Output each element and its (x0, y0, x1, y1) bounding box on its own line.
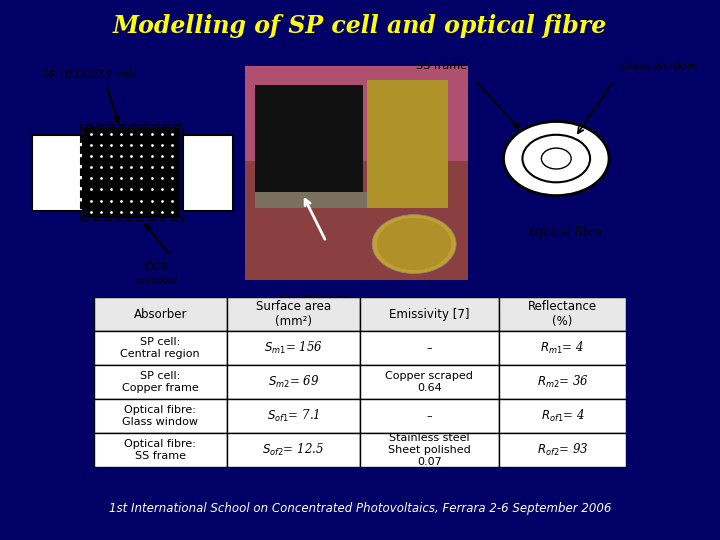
Circle shape (541, 148, 571, 169)
Bar (94, 433, 227, 467)
Text: –: – (426, 411, 432, 421)
Text: SS frame: SS frame (415, 60, 467, 71)
Text: Emissivity [7]: Emissivity [7] (389, 307, 469, 321)
Text: Modelling of SP cell and optical fibre: Modelling of SP cell and optical fibre (113, 14, 607, 38)
Bar (360, 365, 498, 399)
Text: $S_{m2}$= 69: $S_{m2}$= 69 (268, 374, 319, 390)
Bar (498, 433, 626, 467)
Text: Surface area
(mm²): Surface area (mm²) (256, 300, 331, 328)
Text: $R_{m2}$= 36: $R_{m2}$= 36 (536, 374, 588, 390)
Circle shape (523, 135, 590, 183)
Text: 1st International School on Concentrated Photovoltaics, Ferrara 2-6 September 20: 1st International School on Concentrated… (109, 502, 611, 516)
Circle shape (377, 218, 451, 270)
Bar (498, 331, 626, 365)
Bar (498, 297, 626, 331)
Bar (245, 66, 468, 161)
Text: Copper scraped
0.64: Copper scraped 0.64 (385, 372, 473, 393)
Bar (32, 135, 83, 211)
Circle shape (503, 122, 609, 195)
Bar (360, 433, 498, 467)
Text: SP-HECO252 cell: SP-HECO252 cell (42, 70, 135, 80)
Bar (255, 85, 364, 194)
Text: Stainless steel
Sheet polished
0.07: Stainless steel Sheet polished 0.07 (388, 434, 471, 467)
Text: $S_{of1}$= 7.1: $S_{of1}$= 7.1 (267, 408, 320, 424)
Text: Optical fibre: Optical fibre (529, 226, 602, 239)
Text: –: – (426, 343, 432, 353)
Bar (366, 80, 448, 208)
Bar (227, 331, 360, 365)
Bar (81, 125, 183, 220)
Text: Absorber: Absorber (133, 307, 187, 321)
Bar (245, 66, 468, 280)
Bar (360, 399, 498, 433)
Bar (360, 297, 498, 331)
Text: DCR
window: DCR window (136, 262, 178, 285)
Text: SP cell:
Central region: SP cell: Central region (120, 337, 200, 359)
Bar (227, 399, 360, 433)
Bar (360, 331, 498, 365)
Text: Reflectance
(%): Reflectance (%) (528, 300, 597, 328)
Bar (498, 365, 626, 399)
Bar (255, 192, 366, 208)
Text: $S_{of2}$= 12.5: $S_{of2}$= 12.5 (262, 442, 325, 458)
Bar (84, 127, 180, 218)
Bar (227, 433, 360, 467)
Bar (498, 399, 626, 433)
Text: Optical fibre:
Glass window: Optical fibre: Glass window (122, 405, 198, 427)
Bar (94, 297, 227, 331)
Text: $R_{m1}$= 4: $R_{m1}$= 4 (541, 340, 585, 356)
Text: Glass window: Glass window (620, 60, 696, 71)
Text: Optical fibre:
SS frame: Optical fibre: SS frame (125, 440, 196, 461)
Bar (94, 399, 227, 433)
Bar (227, 297, 360, 331)
Text: $R_{of1}$= 4: $R_{of1}$= 4 (541, 408, 585, 424)
Bar (227, 365, 360, 399)
Bar (94, 331, 227, 365)
Bar (94, 365, 227, 399)
Text: $S_{m1}$= 156: $S_{m1}$= 156 (264, 340, 323, 356)
Bar (183, 135, 233, 211)
Text: SP-HECO252 cell: SP-HECO252 cell (279, 296, 373, 306)
Text: SP cell:
Copper frame: SP cell: Copper frame (122, 372, 199, 393)
Circle shape (372, 214, 456, 274)
Text: $R_{of2}$= 93: $R_{of2}$= 93 (536, 442, 588, 458)
